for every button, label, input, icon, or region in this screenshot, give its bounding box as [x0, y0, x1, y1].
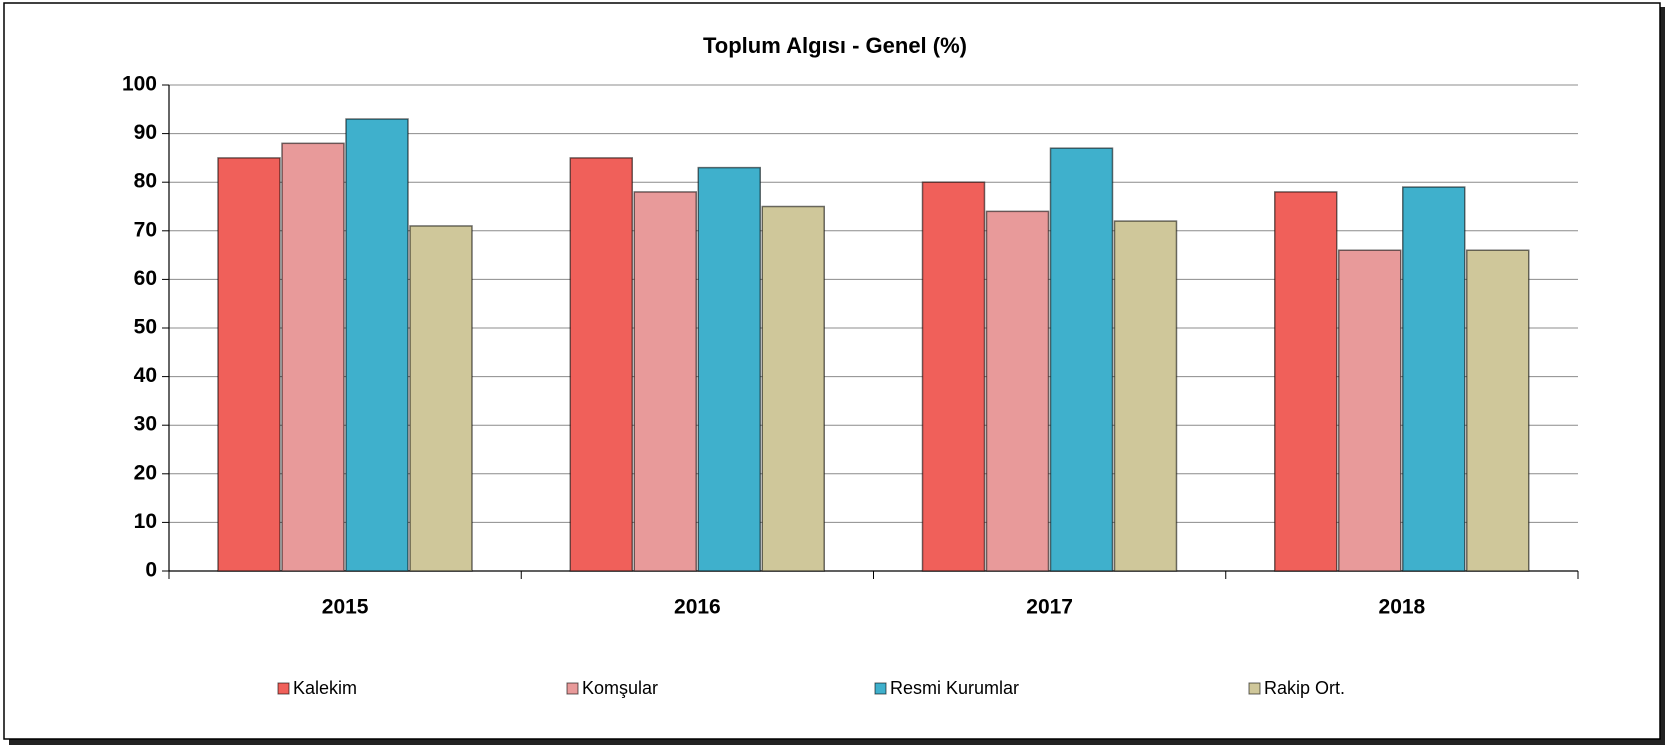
y-tick-label: 0	[145, 559, 157, 582]
y-tick-label: 10	[134, 510, 157, 533]
bar	[985, 210, 1050, 572]
bar	[345, 118, 409, 572]
bar	[1466, 249, 1530, 572]
legend-swatch	[566, 682, 579, 695]
bar	[217, 157, 281, 572]
y-tick-label: 100	[122, 73, 157, 96]
bar	[921, 181, 986, 572]
legend-swatch	[1248, 682, 1261, 695]
x-tick-label: 2015	[322, 596, 369, 619]
x-tick-label: 2017	[1026, 596, 1073, 619]
bar	[1049, 147, 1114, 572]
bar	[1338, 249, 1402, 572]
bar	[1402, 186, 1466, 572]
y-tick-label: 50	[134, 316, 157, 339]
legend-label: Komşular	[582, 678, 658, 698]
legend-label: Resmi Kurumlar	[890, 678, 1019, 698]
legend-swatch	[874, 682, 887, 695]
x-tick-label: 2016	[674, 596, 721, 619]
y-tick-label: 30	[134, 413, 157, 436]
bar	[697, 166, 761, 572]
bar	[409, 225, 473, 572]
bar	[633, 191, 697, 572]
y-tick-label: 80	[134, 170, 157, 193]
legend-label: Kalekim	[293, 678, 357, 698]
bar	[1113, 220, 1178, 572]
y-tick-label: 20	[134, 461, 157, 484]
x-tick-label: 2018	[1379, 596, 1426, 619]
legend-swatch	[277, 682, 290, 695]
y-tick-label: 90	[134, 121, 157, 144]
bar	[761, 205, 825, 572]
y-tick-label: 60	[134, 267, 157, 290]
bar	[569, 157, 633, 572]
bar	[281, 142, 345, 572]
bar	[1274, 191, 1338, 572]
chart-title: Toplum Algısı - Genel (%)	[703, 33, 967, 58]
y-tick-label: 70	[134, 218, 157, 241]
y-tick-label: 40	[134, 364, 157, 387]
legend-label: Rakip Ort.	[1264, 678, 1345, 698]
